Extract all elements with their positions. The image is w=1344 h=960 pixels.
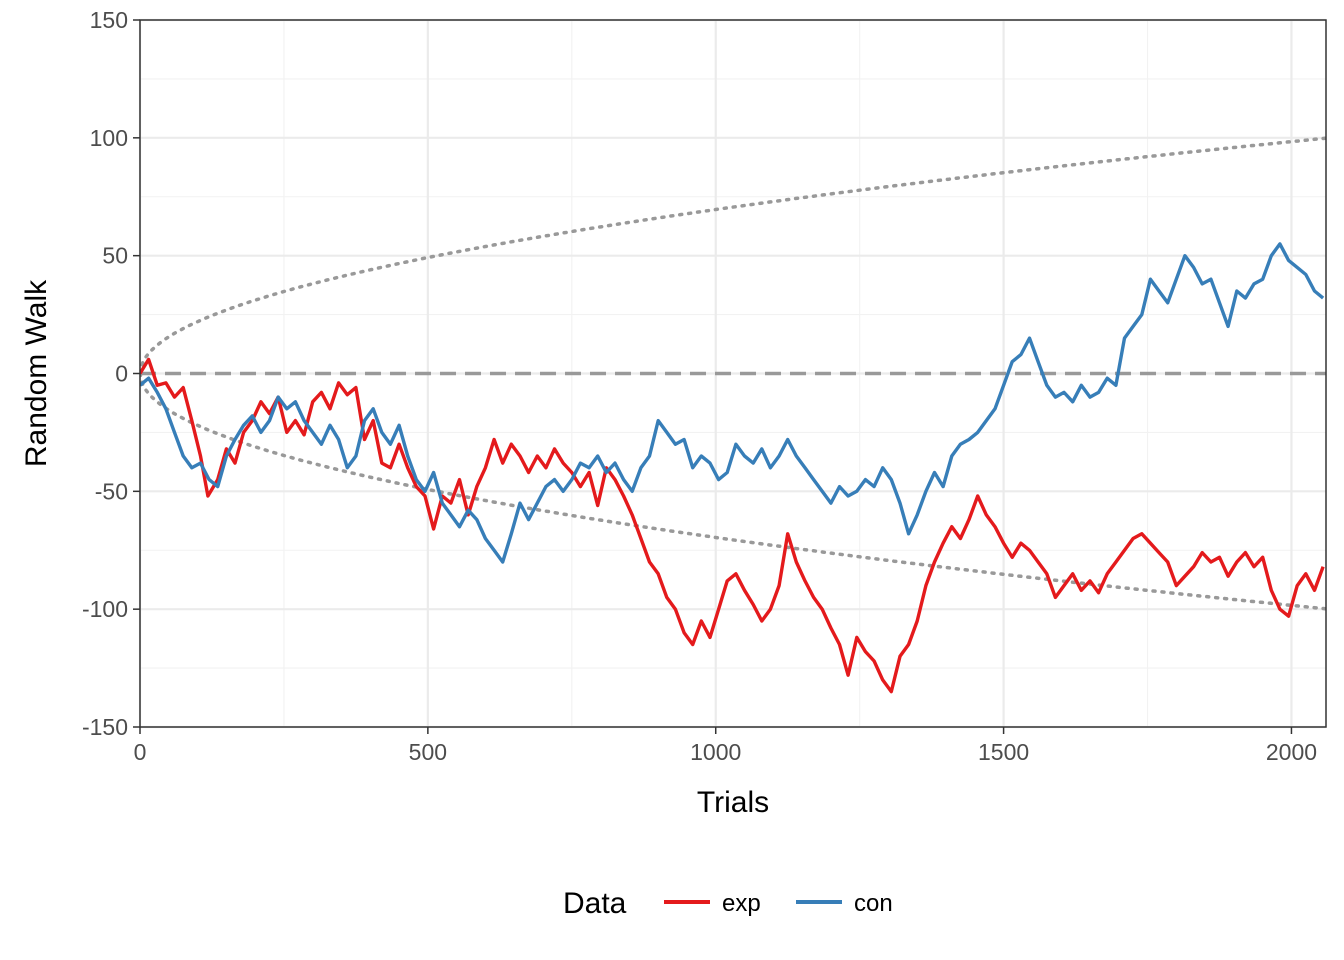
y-tick-label: -100	[82, 596, 128, 622]
y-tick-label: 50	[102, 243, 128, 269]
y-axis-title: Random Walk	[20, 279, 53, 467]
legend-label-exp: exp	[722, 890, 761, 917]
y-tick-label: 100	[90, 125, 128, 151]
axis-ticks	[133, 19, 1293, 734]
x-tick-label: 1500	[978, 739, 1029, 765]
tick-labels: 0 500 1000 1500 2000 -150 -100 -50 0 50 100 150	[82, 7, 1317, 765]
upper-bound-line	[140, 136, 1326, 376]
y-tick-label: 150	[90, 7, 128, 33]
series-line-exp	[140, 357, 1325, 694]
legend-title: Data	[563, 887, 627, 920]
y-tick-label: -150	[82, 714, 128, 740]
x-tick-label: 1000	[690, 739, 741, 765]
lower-bound-line	[140, 371, 1326, 611]
x-tick-label: 0	[134, 739, 147, 765]
y-tick-label: -50	[95, 478, 128, 504]
reference-lines	[140, 136, 1326, 611]
legend: Data exp con	[563, 887, 893, 920]
x-tick-label: 2000	[1266, 739, 1317, 765]
series-line-con	[140, 242, 1325, 564]
x-tick-label: 500	[409, 739, 447, 765]
x-axis-title: Trials	[697, 786, 769, 819]
legend-label-con: con	[854, 890, 893, 917]
series-layer	[140, 242, 1325, 694]
y-tick-label: 0	[115, 361, 128, 387]
